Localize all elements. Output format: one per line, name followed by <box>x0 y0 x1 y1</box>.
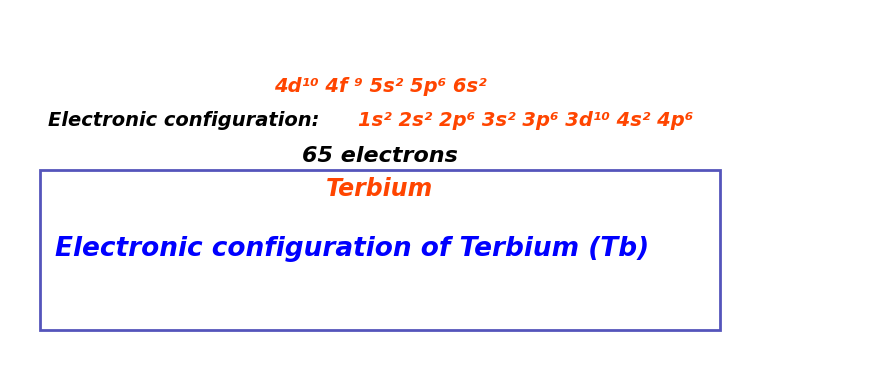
Text: 1s² 2s² 2p⁶ 3s² 3p⁶ 3d¹⁰ 4s² 4p⁶: 1s² 2s² 2p⁶ 3s² 3p⁶ 3d¹⁰ 4s² 4p⁶ <box>357 111 693 131</box>
Text: 4d¹⁰ 4f ⁹ 5s² 5p⁶ 6s²: 4d¹⁰ 4f ⁹ 5s² 5p⁶ 6s² <box>273 76 486 96</box>
Text: Electronic configuration of Terbium (Tb): Electronic configuration of Terbium (Tb) <box>55 236 648 262</box>
FancyBboxPatch shape <box>40 170 719 330</box>
Text: 65 electrons: 65 electrons <box>302 146 457 166</box>
Text: Terbium: Terbium <box>326 177 433 201</box>
Text: Electronic configuration:: Electronic configuration: <box>48 111 333 131</box>
